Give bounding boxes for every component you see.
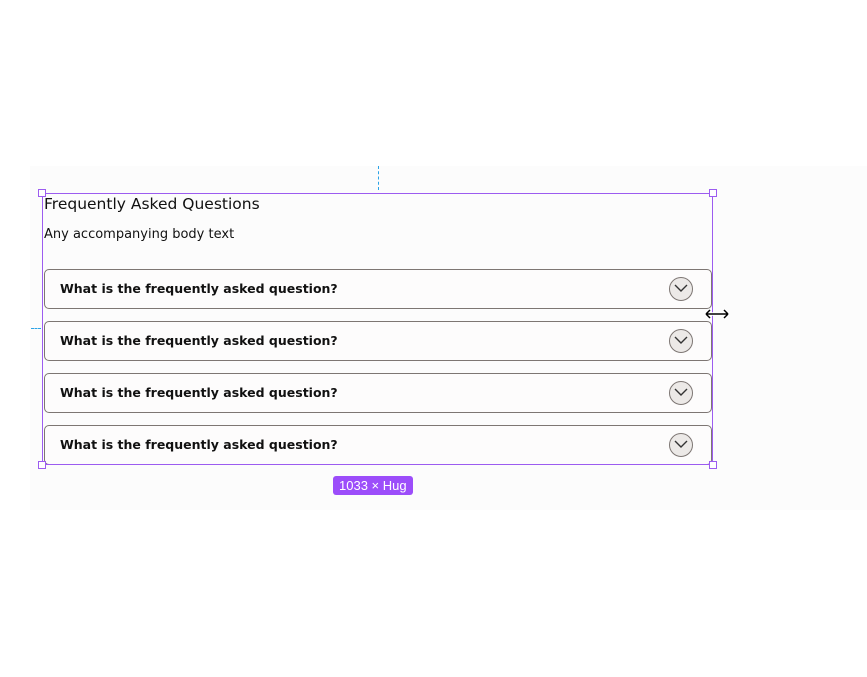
faq-item[interactable]: What is the frequently asked question? — [44, 425, 712, 465]
resize-handle-bottom-right[interactable] — [709, 461, 717, 469]
resize-handle-top-right[interactable] — [709, 189, 717, 197]
alignment-guide-horizontal — [31, 328, 41, 329]
chevron-down-icon[interactable] — [669, 277, 693, 301]
selection-frame[interactable] — [42, 193, 713, 465]
faq-title[interactable]: Frequently Asked Questions — [44, 195, 260, 213]
resize-horizontal-icon — [704, 306, 730, 325]
chevron-down-icon[interactable] — [669, 329, 693, 353]
faq-question: What is the frequently asked question? — [60, 437, 338, 452]
faq-question: What is the frequently asked question? — [60, 385, 338, 400]
chevron-down-icon[interactable] — [669, 433, 693, 457]
faq-question: What is the frequently asked question? — [60, 281, 338, 296]
faq-item[interactable]: What is the frequently asked question? — [44, 373, 712, 413]
faq-item[interactable]: What is the frequently asked question? — [44, 321, 712, 361]
chevron-down-icon[interactable] — [669, 381, 693, 405]
faq-body-text[interactable]: Any accompanying body text — [44, 227, 235, 242]
alignment-guide-vertical — [378, 166, 379, 190]
resize-handle-top-left[interactable] — [38, 189, 46, 197]
faq-item[interactable]: What is the frequently asked question? — [44, 269, 712, 309]
resize-handle-bottom-left[interactable] — [38, 461, 46, 469]
faq-question: What is the frequently asked question? — [60, 333, 338, 348]
size-badge: 1033 × Hug — [333, 476, 413, 495]
